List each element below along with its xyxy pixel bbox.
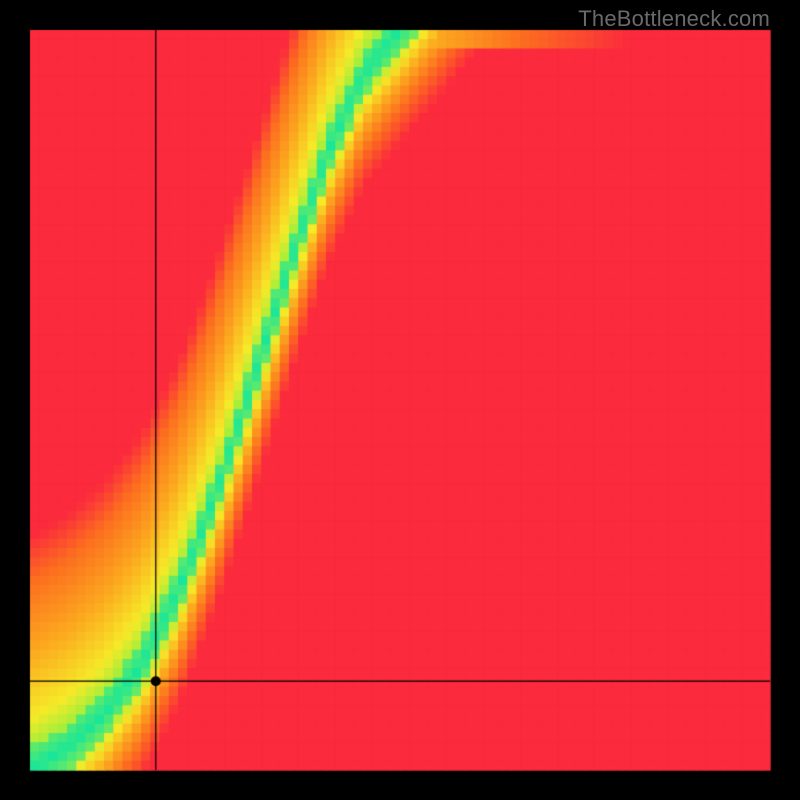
bottleneck-heatmap (0, 0, 800, 800)
chart-container: { "watermark": { "text": "TheBottleneck.… (0, 0, 800, 800)
watermark-label: TheBottleneck.com (578, 6, 770, 32)
